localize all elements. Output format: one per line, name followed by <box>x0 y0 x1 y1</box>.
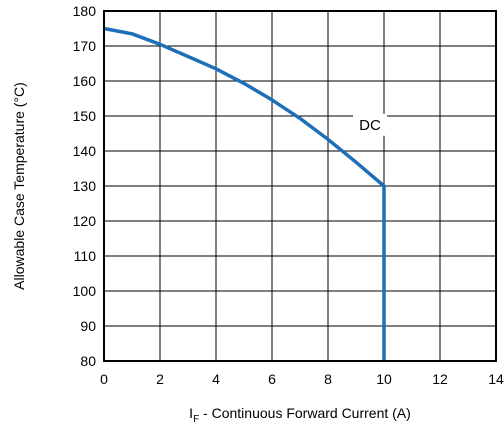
y-tick-label: 180 <box>73 3 97 19</box>
plot-frame <box>103 10 497 362</box>
y-tick-label: 140 <box>73 143 97 159</box>
x-axis-title-rest: - Continuous Forward Current (A) <box>199 405 411 421</box>
series-line <box>103 26 386 361</box>
x-axis-title-main: I <box>189 405 193 421</box>
y-tick-label: 100 <box>73 283 97 299</box>
x-tick-label: 4 <box>212 371 220 387</box>
x-tick-label: 14 <box>488 371 504 387</box>
annotation-layer: DC <box>353 113 387 136</box>
grid-lines <box>103 10 497 362</box>
y-tick-label: 160 <box>73 73 97 89</box>
series-layer <box>103 26 386 361</box>
x-tick-label: 8 <box>324 371 332 387</box>
annotation-label: DC <box>359 117 381 134</box>
x-tick-label: 6 <box>268 371 276 387</box>
y-tick-label: 130 <box>73 178 97 194</box>
x-axis-title-subscript: F <box>193 414 199 425</box>
y-tick-label: 170 <box>73 38 97 54</box>
y-tick-label: 120 <box>73 213 97 229</box>
x-tick-labels: 0 2 4 6 8 10 12 14 <box>100 371 504 387</box>
annotation-background <box>353 113 387 136</box>
y-tick-labels: 80 90 100 110 120 130 140 150 160 170 180 <box>73 3 97 369</box>
y-tick-label: 80 <box>80 353 96 369</box>
y-axis-title: Allowable Case Temperature (°C) <box>11 82 27 290</box>
x-tick-label: 12 <box>432 371 448 387</box>
x-tick-label: 10 <box>376 371 392 387</box>
y-tick-label: 150 <box>73 108 97 124</box>
x-tick-label: 2 <box>156 371 164 387</box>
y-tick-label: 110 <box>74 248 97 264</box>
x-axis-title: IF - Continuous Forward Current (A) <box>189 405 411 425</box>
y-tick-label: 90 <box>80 318 96 334</box>
x-tick-label: 0 <box>100 371 108 387</box>
